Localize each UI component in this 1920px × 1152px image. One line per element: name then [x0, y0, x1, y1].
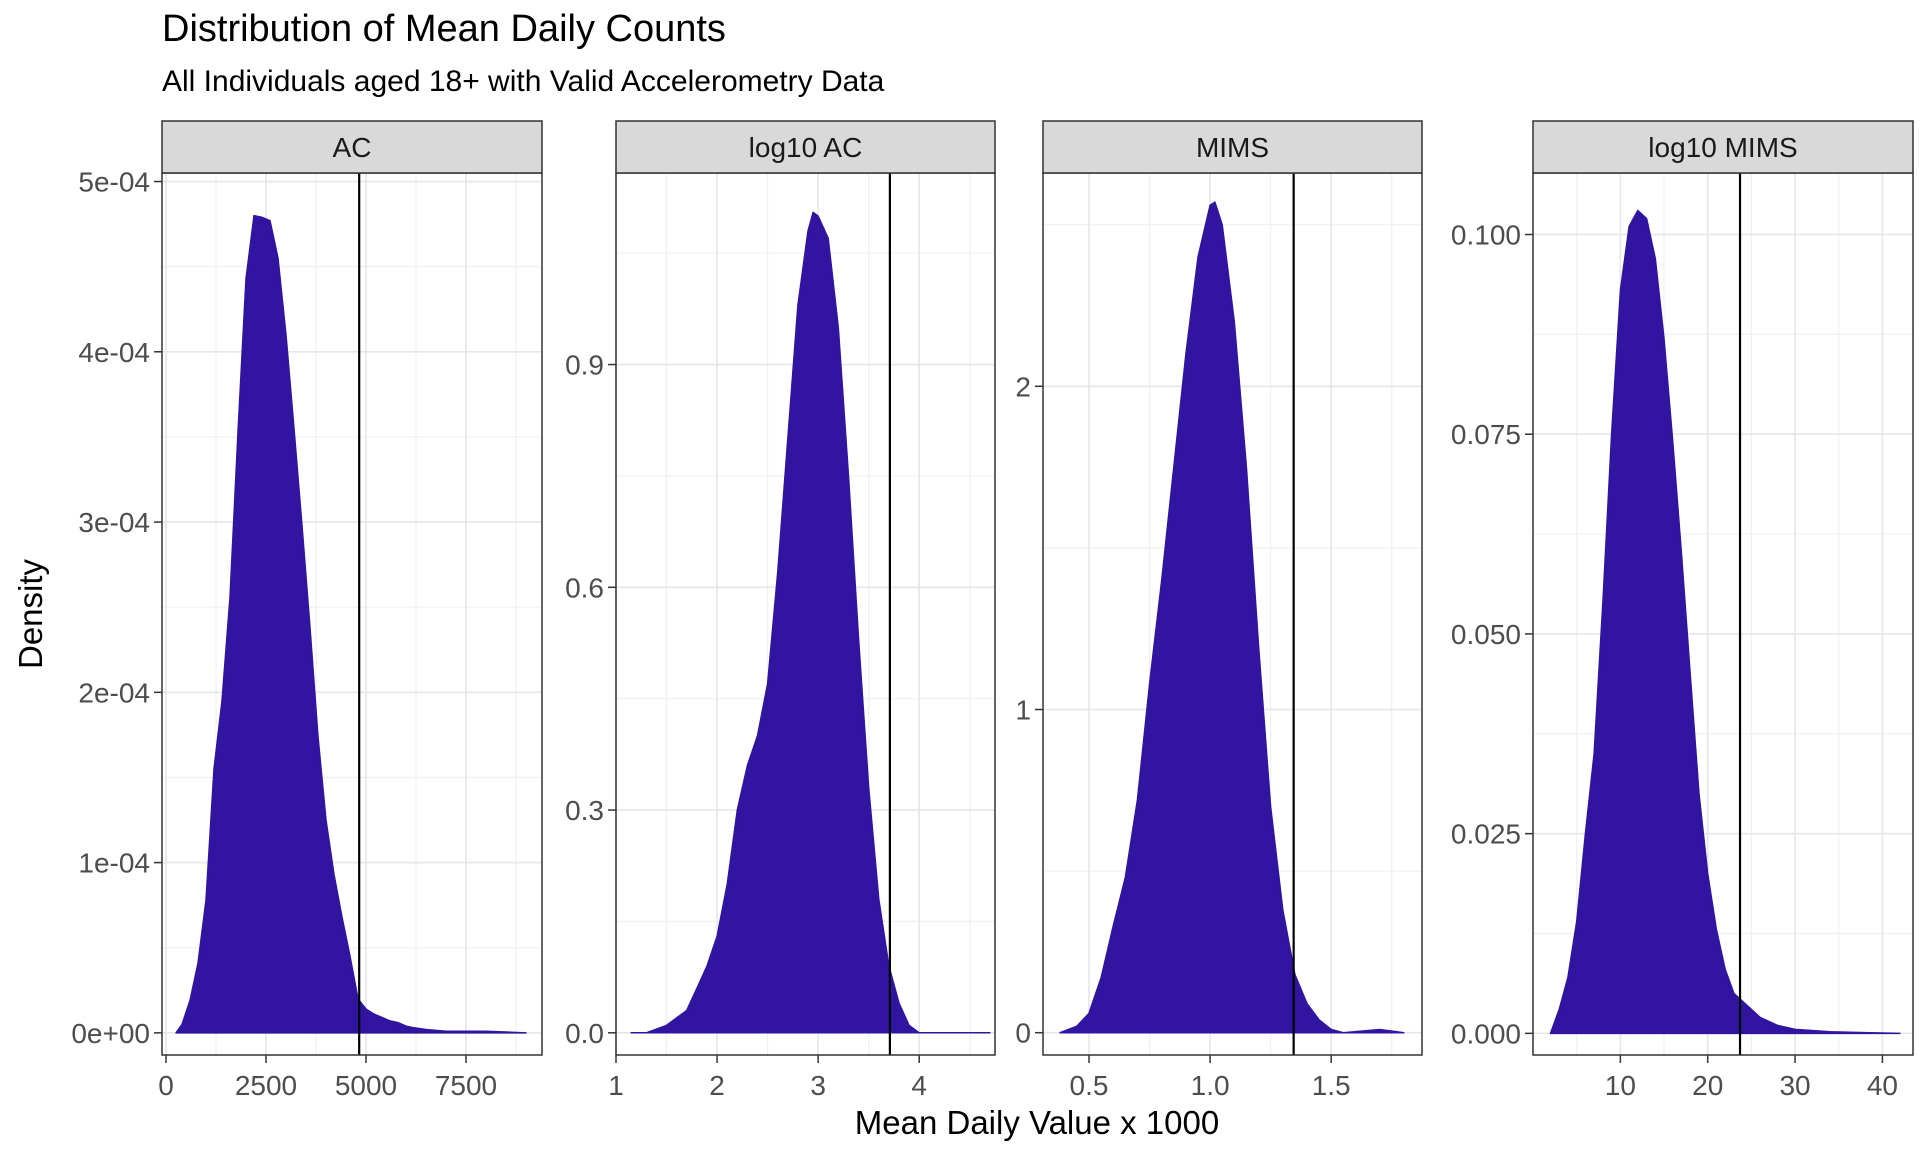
panel-log10-mims: log10 MIMS 0.000 0.025 0.050 0.075 0.100 10 20 3… — [1451, 120, 1914, 1101]
facet-strip — [161, 120, 543, 174]
y-tick-label: 0.000 — [1451, 1018, 1521, 1049]
x-axis-title: Mean Daily Value x 1000 — [855, 1104, 1219, 1141]
facet-strip — [1042, 120, 1423, 174]
y-tick-label: 0e+00 — [71, 1018, 150, 1049]
y-tick-label: 1 — [1015, 695, 1031, 726]
y-tick-label: 2e-04 — [78, 677, 150, 708]
y-tick-label: 0.075 — [1451, 419, 1521, 450]
x-tick-label: 3 — [810, 1070, 826, 1101]
facet-strip — [1532, 120, 1914, 174]
y-tick-label: 5e-04 — [78, 167, 150, 198]
y-tick-label: 0.025 — [1451, 819, 1521, 850]
x-tick-label: 7500 — [435, 1070, 497, 1101]
y-tick-label: 0.9 — [565, 350, 604, 381]
chart-subtitle: All Individuals aged 18+ with Valid Acce… — [162, 65, 885, 98]
x-tick-label: 10 — [1605, 1070, 1636, 1101]
facet-strip-label: log10 MIMS — [1648, 132, 1797, 163]
panel-mims: MIMS 0 1 2 0.5 1.0 1.5 — [1015, 120, 1423, 1101]
y-tick-label: 3e-04 — [78, 507, 150, 538]
y-tick-label: 0.100 — [1451, 220, 1521, 251]
density-area — [1549, 209, 1901, 1035]
x-tick-label: 1 — [608, 1070, 624, 1101]
facet-strip-label: MIMS — [1196, 132, 1269, 163]
x-tick-label: 0 — [158, 1070, 174, 1101]
y-tick-label: 0 — [1015, 1018, 1031, 1049]
x-tick-label: 5000 — [335, 1070, 397, 1101]
density-area — [1059, 201, 1405, 1034]
x-tick-label: 30 — [1779, 1070, 1810, 1101]
x-tick-label: 40 — [1867, 1070, 1898, 1101]
x-tick-label: 0.5 — [1070, 1070, 1109, 1101]
facet-strip — [615, 120, 996, 174]
y-tick-label: 0.6 — [565, 572, 604, 603]
chart-title: Distribution of Mean Daily Counts — [162, 8, 726, 50]
y-tick-label: 4e-04 — [78, 337, 150, 368]
y-tick-label: 2 — [1015, 371, 1031, 402]
density-area — [630, 211, 991, 1034]
y-tick-label: 0.0 — [565, 1018, 604, 1049]
x-tick-label: 20 — [1692, 1070, 1723, 1101]
y-tick-label: 0.050 — [1451, 619, 1521, 650]
facet-strip-label: log10 AC — [749, 132, 863, 163]
x-tick-label: 2 — [709, 1070, 725, 1101]
panel-ac: AC 0e+00 1e-04 2e-04 3e-04 4e-04 5e-04 0 2500 500… — [71, 120, 543, 1101]
y-tick-label: 1e-04 — [78, 848, 150, 879]
y-tick-label: 0.3 — [565, 795, 604, 826]
x-tick-label: 1.0 — [1191, 1070, 1230, 1101]
x-tick-label: 1.5 — [1312, 1070, 1351, 1101]
facet-strip-label: AC — [333, 132, 372, 163]
x-tick-label: 2500 — [235, 1070, 297, 1101]
y-axis-title: Density — [12, 558, 49, 669]
density-area — [175, 214, 527, 1034]
x-tick-label: 4 — [911, 1070, 927, 1101]
panel-log10-ac: log10 AC 0.0 0.3 0.6 0.9 1 2 3 4 — [565, 120, 996, 1101]
